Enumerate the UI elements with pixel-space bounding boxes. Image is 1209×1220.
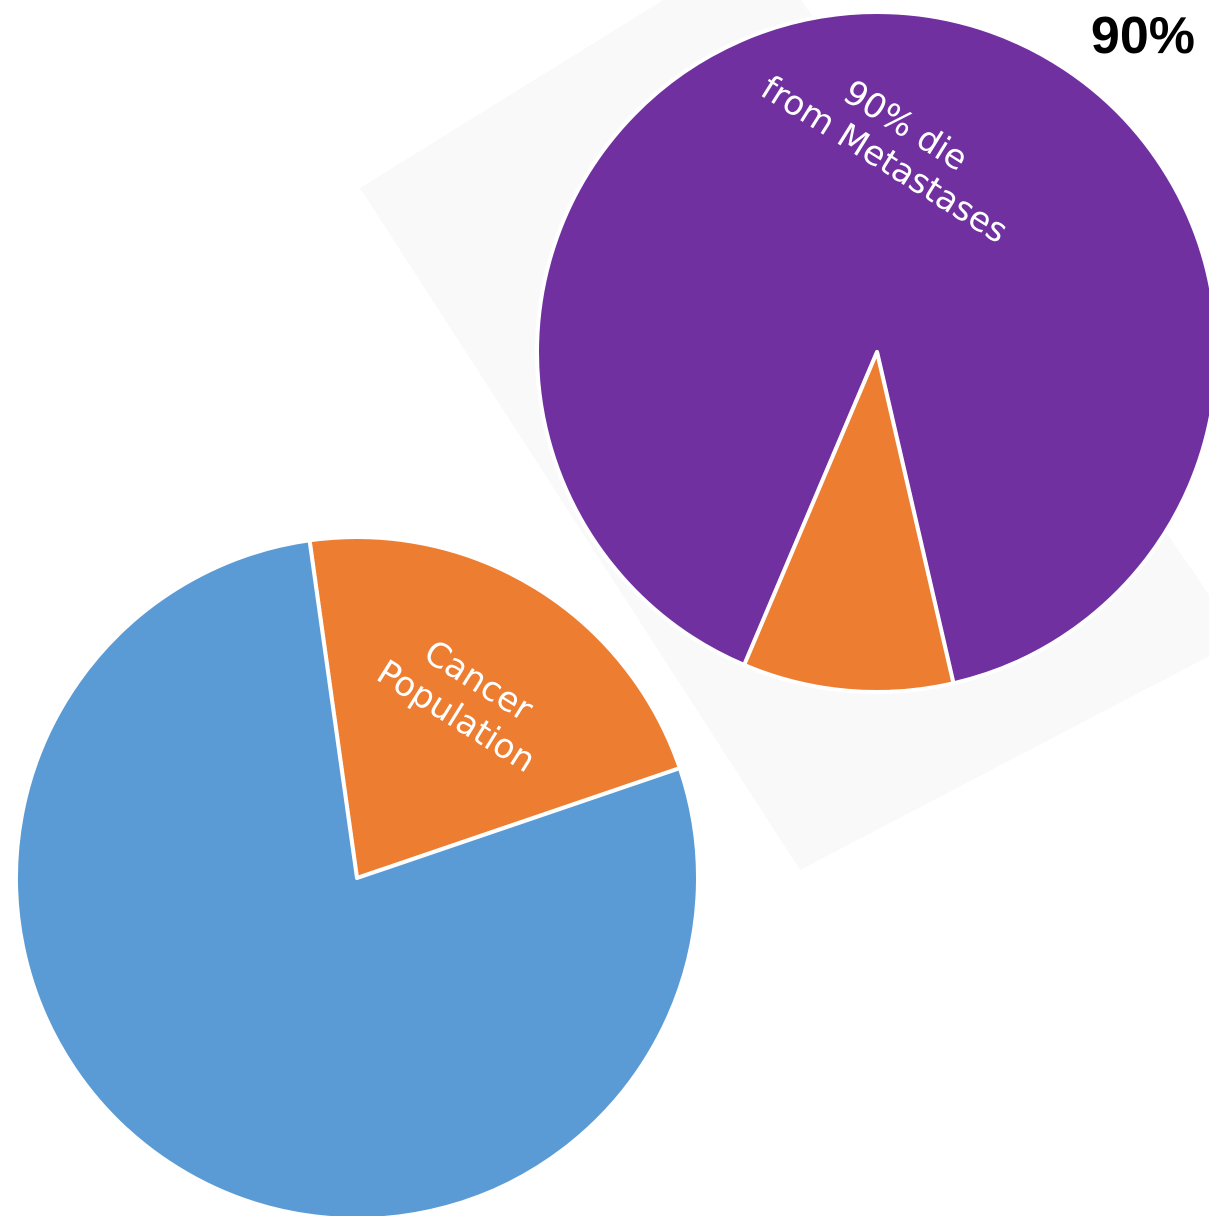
pie-slice bbox=[14, 538, 700, 1220]
percentage-label: 90% bbox=[1090, 7, 1195, 65]
pie-slice bbox=[742, 350, 956, 694]
pie-chart-population: CancerPopulation bbox=[14, 535, 700, 1220]
pie-slice bbox=[307, 535, 682, 880]
pie-slice bbox=[535, 10, 1209, 686]
pie-chart-metastases: 90% diefrom Metastases bbox=[535, 10, 1209, 694]
